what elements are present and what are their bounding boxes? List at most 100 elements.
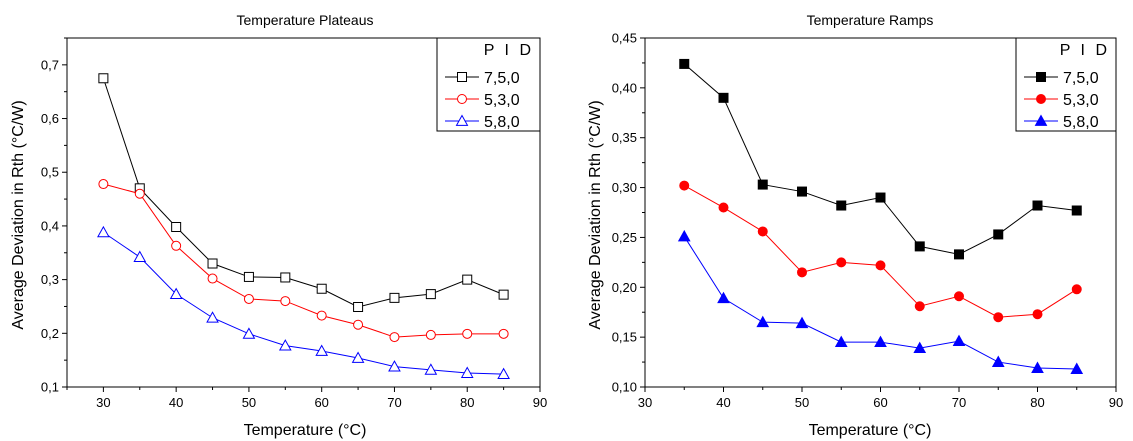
data-point <box>171 221 182 232</box>
data-point <box>280 272 291 283</box>
data-point <box>1032 309 1043 320</box>
legend-marker <box>455 114 469 126</box>
data-point <box>718 202 729 213</box>
series-5-3-0 <box>98 179 509 343</box>
data-point <box>993 229 1004 240</box>
data-point <box>353 301 364 312</box>
data-point <box>1031 361 1044 373</box>
y-tick-label: 0,7 <box>41 57 59 72</box>
y-tick-label: 0,1 <box>41 380 59 395</box>
data-point <box>242 327 256 339</box>
y-tick-label: 0,6 <box>41 111 59 126</box>
legend-label: 5,3,0 <box>1063 92 1099 109</box>
data-point <box>207 258 218 269</box>
legend: P I D 7,5,0 5,3,0 5,8,0 <box>1015 37 1117 132</box>
data-point <box>169 287 183 300</box>
data-point <box>836 200 847 211</box>
data-point <box>757 226 768 237</box>
y-tick-label: 0,20 <box>612 280 637 295</box>
data-point <box>389 292 400 303</box>
legend-box <box>1015 37 1117 132</box>
data-point <box>498 328 509 339</box>
data-point <box>914 241 925 252</box>
data-point <box>133 250 147 262</box>
y-tick-label: 0,45 <box>612 31 637 46</box>
legend-label: 5,3,0 <box>484 92 520 109</box>
legend-marker <box>457 72 467 82</box>
data-point <box>797 186 807 197</box>
x-tick-label: 60 <box>314 395 328 410</box>
data-point <box>717 291 730 304</box>
legend-marker <box>1036 94 1046 104</box>
data-point <box>98 73 109 84</box>
data-point <box>460 366 474 378</box>
data-point <box>389 332 400 343</box>
legend-label: 5,8,0 <box>1063 114 1099 131</box>
data-point <box>1070 362 1084 374</box>
data-point <box>679 58 690 69</box>
x-tick-label: 40 <box>716 395 730 410</box>
data-point <box>497 367 510 380</box>
data-point <box>316 310 327 321</box>
y-tick-label: 0,10 <box>612 380 637 395</box>
series-line <box>683 236 1077 370</box>
x-tick-label: 30 <box>638 395 652 410</box>
data-point <box>952 334 966 347</box>
y-axis-title: Average Deviation in Rth (°C/W) <box>10 100 27 329</box>
data-point <box>97 225 110 238</box>
data-point <box>280 296 291 307</box>
data-point <box>679 180 690 191</box>
y-tick-label: 0,35 <box>612 130 637 145</box>
x-tick-label: 40 <box>169 395 183 410</box>
chart-temperature-plateaus: Temperature Plateaus Temperature (°C) Av… <box>10 12 547 439</box>
y-tick-label: 0,3 <box>41 272 59 287</box>
data-point <box>677 229 691 242</box>
data-point <box>388 360 401 372</box>
legend-label: 5,8,0 <box>484 114 520 131</box>
legend-label: 7,5,0 <box>1063 70 1099 87</box>
x-tick-label: 50 <box>242 395 256 410</box>
data-point <box>425 329 436 340</box>
chart-title: Temperature Ramps <box>807 12 934 28</box>
data-point <box>425 289 436 300</box>
data-point <box>993 312 1004 323</box>
plot-area: 30 40 50 60 70 80 90 0,10 0,15 0,20 0,25 0,30 0,35 0,… <box>612 31 1124 411</box>
data-point <box>836 257 847 268</box>
data-point <box>98 179 109 190</box>
data-point <box>171 240 182 251</box>
series-line <box>103 231 504 375</box>
y-tick-label: 0,2 <box>41 326 59 341</box>
x-axis-title: Temperature (°C) <box>809 422 932 439</box>
data-point <box>462 274 473 285</box>
x-axis-title: Temperature (°C) <box>244 422 367 439</box>
y-tick-label: 0,40 <box>612 80 637 95</box>
data-point <box>462 328 473 339</box>
x-tick-label: 60 <box>873 395 887 410</box>
legend-box <box>436 37 541 132</box>
legend-label: 7,5,0 <box>484 70 520 87</box>
data-point <box>207 273 218 284</box>
data-point <box>278 339 292 351</box>
data-point <box>874 335 887 348</box>
x-tick-label: 90 <box>533 395 547 410</box>
y-tick-label: 0,4 <box>41 218 59 233</box>
y-tick-label: 0,30 <box>612 180 637 195</box>
data-point <box>134 188 145 199</box>
series-line <box>684 185 1078 318</box>
series-7-5-0 <box>98 73 509 312</box>
data-point <box>243 271 254 282</box>
data-point <box>914 301 925 312</box>
data-point <box>315 344 329 356</box>
series-5-8-0 <box>97 225 510 380</box>
x-tick-label: 70 <box>387 395 401 410</box>
legend: P I D 7,5,0 5,3,0 5,8,0 <box>436 37 541 132</box>
chart-title: Temperature Plateaus <box>237 12 374 28</box>
data-point <box>875 192 886 203</box>
data-point <box>316 283 327 294</box>
series-5-8-0 <box>677 229 1084 374</box>
data-point <box>913 341 927 354</box>
data-point <box>954 249 964 260</box>
series-5-3-0 <box>679 180 1082 323</box>
data-point <box>757 179 768 190</box>
